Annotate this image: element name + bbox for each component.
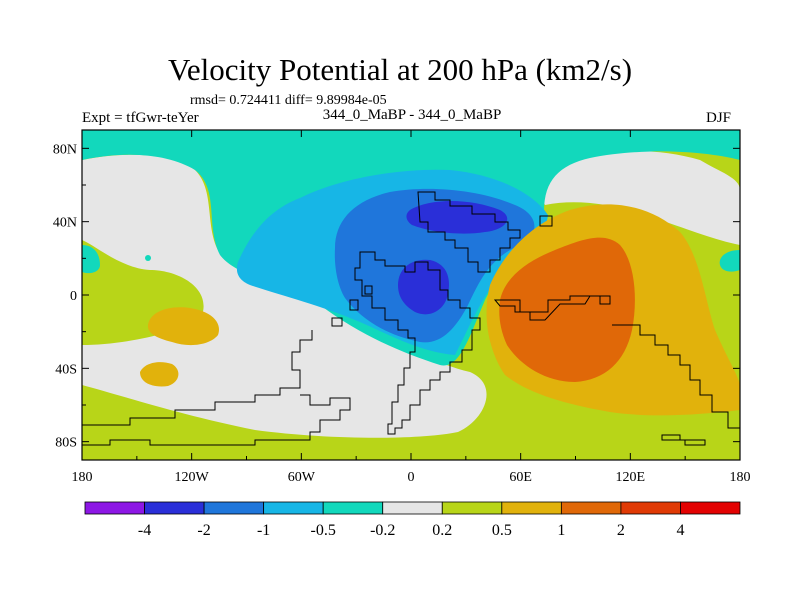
coastlines	[82, 191, 740, 446]
colorbar-label: 1	[557, 522, 565, 539]
y-tick-label: 40S	[55, 362, 77, 377]
colorbar-swatch	[501, 501, 562, 515]
coastline-africa	[493, 295, 611, 321]
contour-fill-neg0.2-0.5-east	[719, 250, 740, 272]
y-tick-label: 80S	[55, 436, 77, 451]
y-tick-label: 0	[70, 289, 77, 304]
contour-fill-0.5-1-west	[147, 307, 220, 346]
coastline-central-america	[331, 285, 373, 327]
axis-labels: 180 120W 60W 0 60E 120E 180 80N 40N 0 40S 80S	[53, 142, 751, 485]
colorbar-label: 0.2	[432, 522, 452, 539]
contour-fill-neutral	[82, 154, 487, 438]
colorbar-label: 2	[617, 522, 625, 539]
colorbar-label: -0.5	[311, 522, 336, 539]
case-label: 344_0_MaBP - 344_0_MaBP	[322, 107, 502, 123]
chart-title: Velocity Potential at 200 hPa (km2/s)	[167, 52, 633, 87]
colorbar-swatch	[322, 501, 384, 515]
coastline-south-america	[354, 251, 481, 435]
season-label: DJF	[706, 110, 732, 126]
colorbar-label: -2	[197, 522, 210, 539]
contour-fill-neg2-4	[398, 259, 449, 315]
x-tick-label: 0	[408, 470, 415, 485]
coastline-australia-asia	[612, 324, 740, 429]
coastline-antarctica	[82, 330, 351, 446]
colorbar-swatch	[560, 501, 622, 515]
colorbar-swatch	[203, 501, 265, 515]
colorbar-swatch	[620, 501, 681, 515]
axis-ticks	[81, 130, 741, 460]
x-tick-label: 60E	[509, 470, 532, 485]
y-tick-label: 80N	[53, 142, 77, 157]
colorbar-swatch	[441, 501, 503, 515]
colorbar-label: -0.2	[370, 522, 395, 539]
contour-fill-0.5-1-west-b	[140, 362, 179, 387]
colorbar-swatch	[263, 501, 324, 515]
y-tick-label: 40N	[53, 216, 77, 231]
colorbar-label: 4	[676, 522, 684, 539]
colorbar-label: -4	[138, 522, 151, 539]
experiment-label: Expt = tfGwr-teYer	[82, 110, 199, 126]
colorbar-label: -1	[257, 522, 270, 539]
contour-fill-neutral-asia	[536, 150, 740, 245]
coastline-southern-islands	[661, 434, 706, 446]
x-tick-label: 120W	[175, 470, 210, 485]
x-tick-label: 180	[72, 470, 93, 485]
contour-fill-neg0.2-0.5-spot	[145, 255, 151, 261]
colorbar: -4 -2 -1 -0.5 -0.2 0.2 0.5 1 2 4	[84, 501, 741, 539]
x-tick-label: 60W	[288, 470, 316, 485]
contour-field	[82, 130, 740, 460]
colorbar-label: 0.5	[492, 522, 512, 539]
colorbar-swatch	[680, 501, 741, 515]
contour-fill-neg0.2-0.5-west	[82, 245, 100, 274]
x-tick-label: 180	[730, 470, 751, 485]
colorbar-swatch	[144, 501, 205, 515]
colorbar-swatch	[382, 501, 443, 515]
contour-fill-1-2	[499, 237, 635, 382]
x-tick-label: 120E	[616, 470, 646, 485]
coastline-north-america	[417, 191, 553, 273]
contour-fill-neg2-4-b	[406, 201, 508, 234]
stats-line: rmsd= 0.724411 diff= 9.89984e-05	[190, 93, 387, 108]
colorbar-swatch	[84, 501, 145, 515]
